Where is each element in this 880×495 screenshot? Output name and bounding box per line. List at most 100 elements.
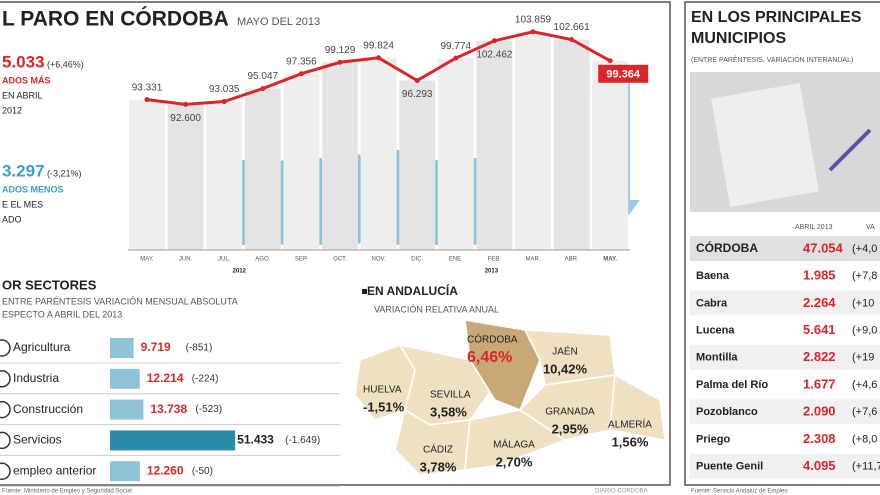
value-label: 12.214 xyxy=(147,371,184,385)
icon xyxy=(0,462,11,480)
value-label: 13.738 xyxy=(150,402,187,416)
region-value: 10,42% xyxy=(543,361,588,376)
column xyxy=(437,58,474,251)
note-line: ADOS MÁS xyxy=(2,75,51,85)
point xyxy=(453,55,459,61)
value-label: 99.774 xyxy=(441,41,472,52)
map xyxy=(354,319,666,476)
row-change: (+19 xyxy=(852,352,874,364)
credit: DIARIO CÓRDOBA xyxy=(595,488,648,495)
municipio: Baena xyxy=(696,270,730,282)
region-name: MÁLAGA xyxy=(493,438,535,451)
column xyxy=(129,99,165,250)
row-change: (+7,8 xyxy=(852,270,877,282)
row-value: 5.641 xyxy=(803,322,836,337)
region-value: 2,70% xyxy=(496,454,533,469)
row-change: (+4,6 xyxy=(852,379,877,391)
value-label: 9.719 xyxy=(141,340,171,354)
bar xyxy=(110,399,144,420)
column xyxy=(515,31,551,250)
photo xyxy=(690,72,880,212)
region-name: SEVILLA xyxy=(430,390,471,401)
row-bg xyxy=(690,236,880,261)
left-frame xyxy=(0,1,671,486)
title: L PARO EN CÓRDOBA xyxy=(2,7,229,31)
region-value: -1,51% xyxy=(363,399,405,414)
change-label: (-1.649) xyxy=(285,435,320,446)
row-value: 4.095 xyxy=(803,458,836,473)
municipio: Priego xyxy=(696,433,731,445)
value-label: 99.129 xyxy=(325,45,356,56)
column xyxy=(360,57,397,250)
row-bg xyxy=(690,426,880,452)
note-line: 2012 xyxy=(2,105,22,115)
row-bg xyxy=(690,263,880,289)
bullet xyxy=(362,289,367,294)
column xyxy=(399,80,436,251)
column xyxy=(167,104,204,250)
x-tick-label: DIC. xyxy=(411,257,423,263)
point xyxy=(491,38,497,44)
category-label: empleo anterior xyxy=(13,463,96,477)
point xyxy=(298,71,304,77)
value-label: 102.661 xyxy=(554,22,591,33)
column-header: ABRIL 2013 xyxy=(795,224,833,231)
x-tick-label: AGO. xyxy=(255,257,270,263)
row-change: (+8,0 xyxy=(852,433,877,445)
column xyxy=(592,60,629,250)
row-change: (+4,0 xyxy=(852,243,877,255)
x-tick-label: JUL. xyxy=(218,257,231,263)
row-value: 2.264 xyxy=(803,295,836,310)
region-name: ALMERÍA xyxy=(608,418,652,431)
note-change: (-3,21%) xyxy=(47,168,82,178)
row-value: 1.985 xyxy=(803,268,836,283)
row-value: 1.677 xyxy=(803,376,836,391)
value-label: 95.047 xyxy=(248,71,279,82)
municipio: Montilla xyxy=(696,352,738,364)
row-bg xyxy=(690,453,880,479)
column-header: VA xyxy=(866,224,875,231)
side-title: MUNICIPIOS xyxy=(691,30,786,47)
map-subtitle: VARIACIÓN RELATIVA ANUAL xyxy=(374,304,499,314)
value-label: 96.293 xyxy=(402,89,433,100)
right-frame xyxy=(684,1,880,486)
row-bg xyxy=(690,290,880,316)
x-tick-label: FEB. xyxy=(488,257,502,263)
label-box xyxy=(598,64,649,83)
point xyxy=(337,59,343,65)
side-title: EN LOS PRINCIPALES xyxy=(691,9,862,26)
section-subtitle: ESPECTO A ABRIL DEL 2013 xyxy=(2,309,122,319)
icon xyxy=(0,339,11,357)
value-label: 99.824 xyxy=(363,40,394,51)
region-value: 3,78% xyxy=(420,459,457,474)
x-tick-label: ENE. xyxy=(449,257,463,263)
point xyxy=(376,55,382,61)
map-title: EN ANDALUCÍA xyxy=(367,283,458,298)
x-tick-label: JUN. xyxy=(179,257,193,263)
point xyxy=(607,58,613,64)
value-label: 103.859 xyxy=(515,14,552,25)
point xyxy=(414,78,420,84)
value-label: 102.462 xyxy=(476,49,513,60)
section-subtitle: ENTRE PARÉNTESIS VARIACIÓN MENSUAL ABSOL… xyxy=(2,296,238,306)
point xyxy=(530,29,536,35)
column xyxy=(476,40,513,250)
point xyxy=(144,97,150,103)
bar xyxy=(110,338,134,358)
row-bg xyxy=(690,399,880,425)
icon xyxy=(0,431,11,450)
region-value: 3,58% xyxy=(430,404,467,419)
region-value: 1,56% xyxy=(612,434,649,449)
category-label: Construcción xyxy=(13,402,83,416)
row-bg xyxy=(690,317,880,343)
value-label: 99.364 xyxy=(606,69,641,81)
category-label: Industria xyxy=(13,371,59,385)
value-label: 93.331 xyxy=(132,82,163,93)
column xyxy=(244,88,281,250)
municipio: CÓRDOBA xyxy=(696,240,758,255)
year-label: 2013 xyxy=(485,269,499,275)
note-change: (+6,46%) xyxy=(47,59,84,69)
bar xyxy=(110,368,140,389)
row-bg xyxy=(690,344,880,370)
